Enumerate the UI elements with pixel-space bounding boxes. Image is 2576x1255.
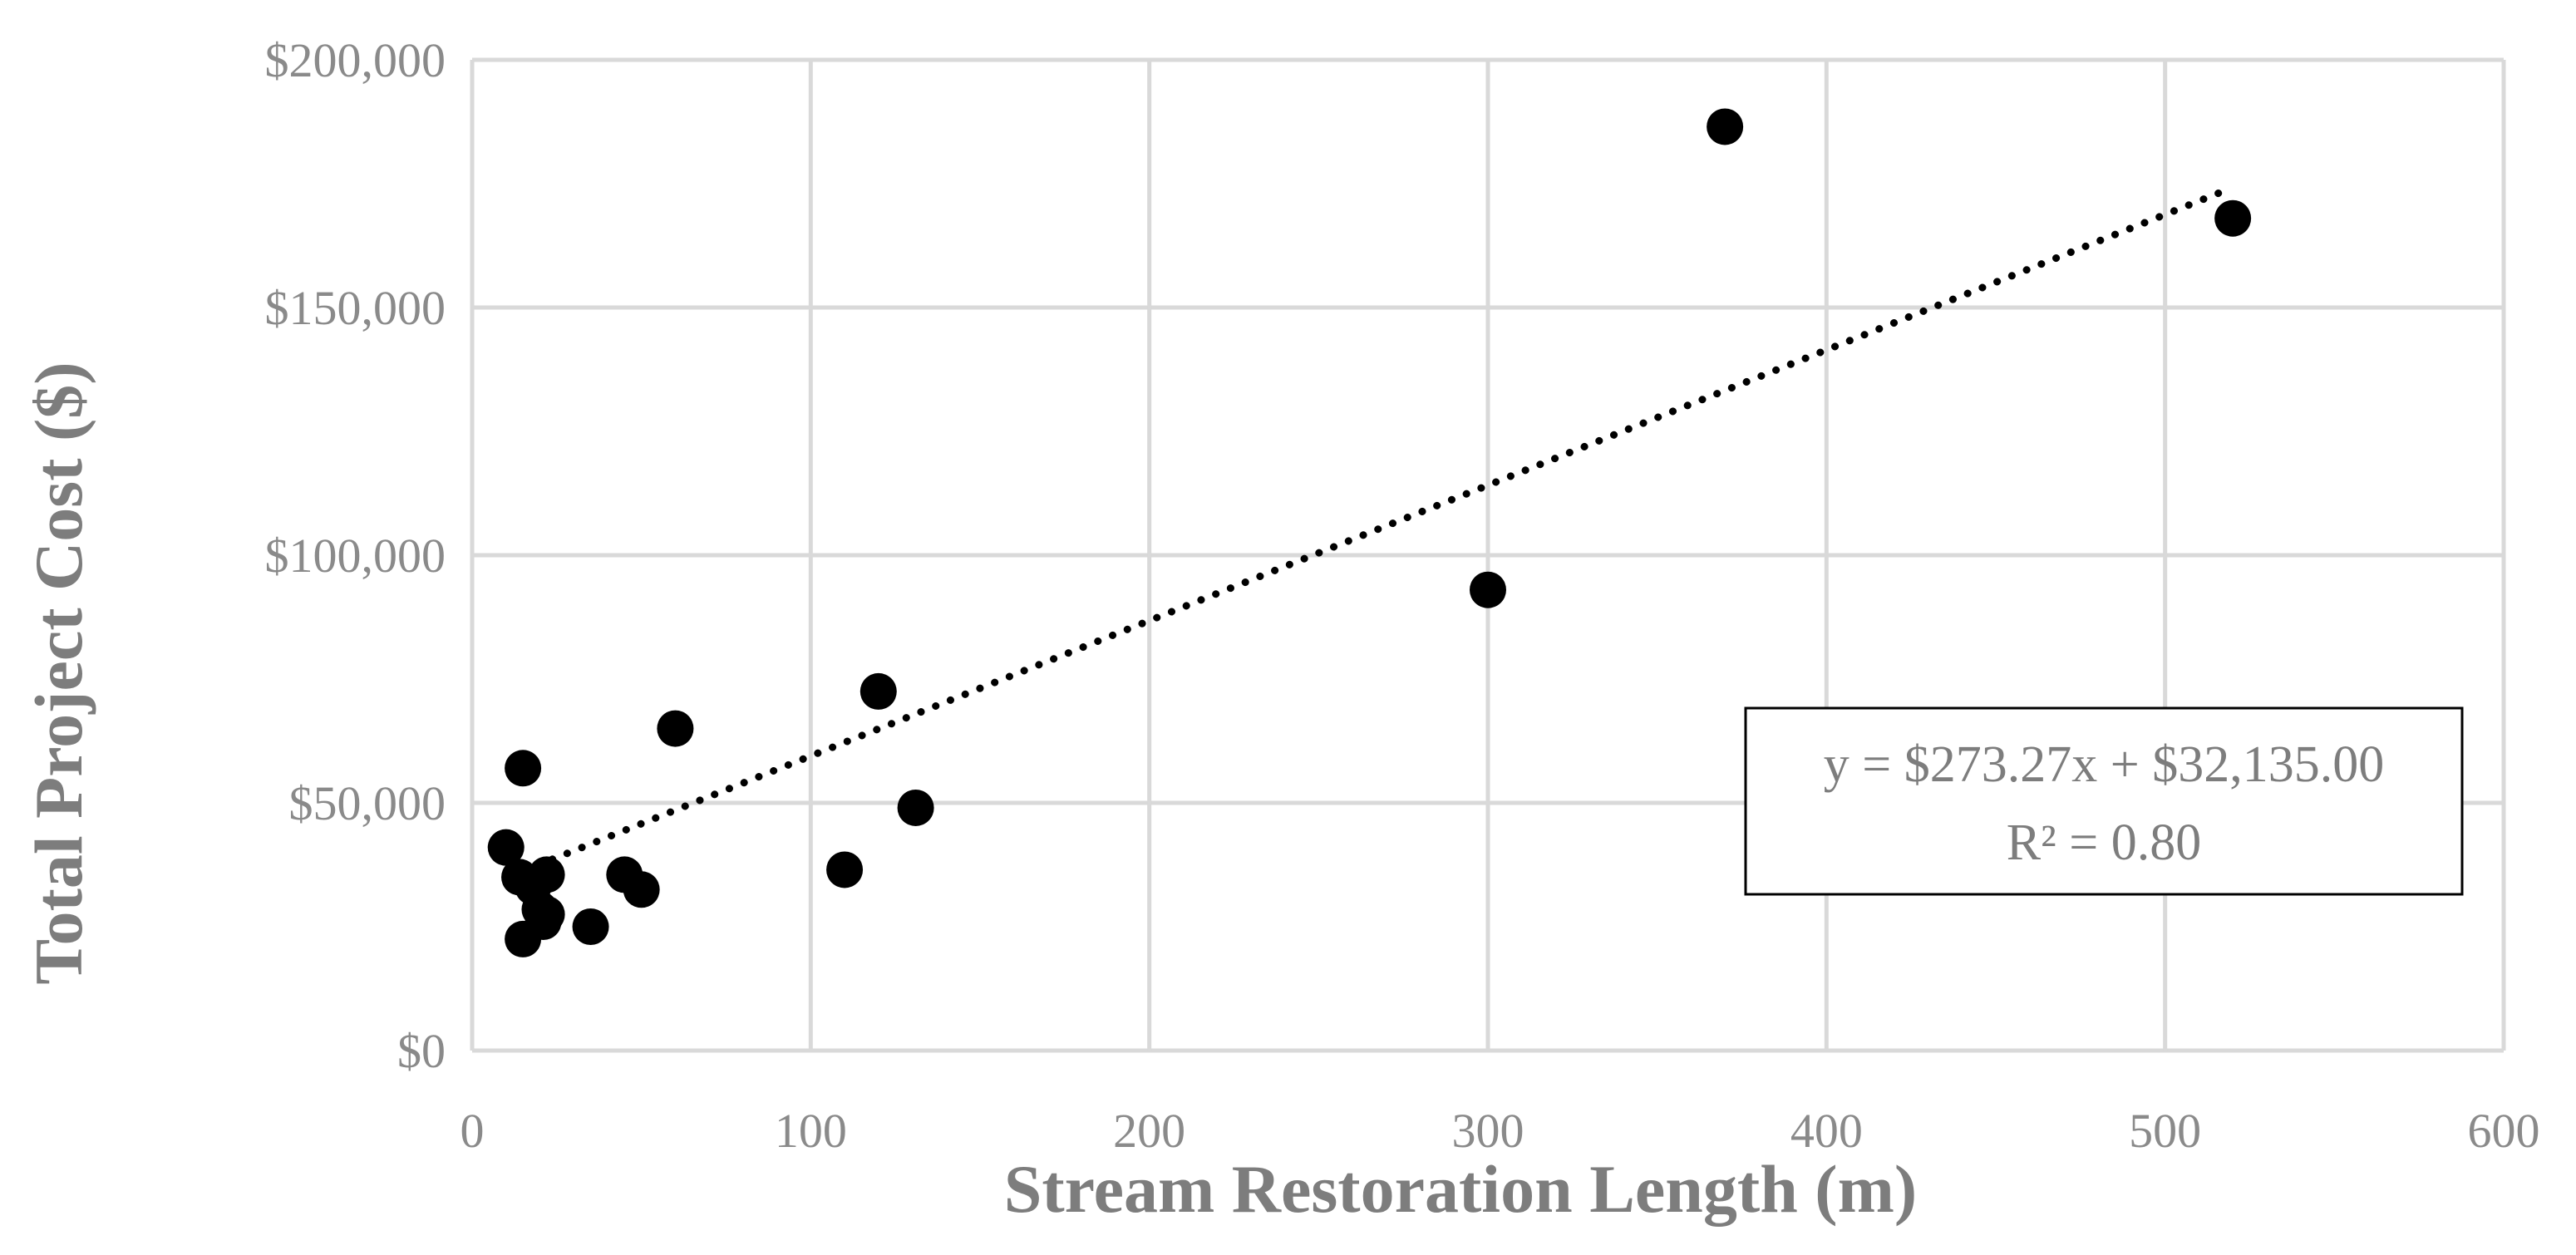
data-point [826, 851, 864, 888]
y-tick-label: $100,000 [265, 529, 446, 583]
data-points [487, 108, 2252, 957]
equation-box-frame [1744, 706, 2464, 896]
data-point [505, 750, 542, 787]
data-point [487, 829, 525, 866]
data-point [1707, 108, 1744, 145]
data-point [623, 871, 660, 908]
x-tick-label: 200 [1113, 1104, 1185, 1158]
y-tick-label: $50,000 [289, 776, 446, 830]
y-tick-label: $0 [397, 1024, 446, 1078]
trendline-r-squared: R² = 0.80 [2007, 815, 2201, 871]
x-tick-label: 0 [461, 1104, 485, 1158]
y-tick-label: $150,000 [265, 281, 446, 335]
x-tick-label: 500 [2129, 1104, 2201, 1158]
trendline-equation-box: y = $273.27x + $32,135.00 R² = 0.80 [1744, 706, 2464, 896]
trendline-equation: y = $273.27x + $32,135.00 [1824, 736, 2384, 793]
y-tick-label: $200,000 [265, 33, 446, 87]
data-point [528, 896, 565, 933]
x-axis-title: Stream Restoration Length (m) [1004, 1151, 1917, 1227]
data-point [1470, 571, 1506, 608]
data-point [528, 856, 565, 893]
trendline-layer [519, 184, 2237, 875]
data-point [897, 789, 934, 826]
data-point [859, 672, 897, 710]
x-tick-label: 600 [2468, 1104, 2540, 1158]
x-tick-label: 100 [775, 1104, 847, 1158]
y-axis-title: Total Project Cost ($) [21, 362, 96, 984]
data-point [572, 908, 609, 945]
x-tick-label: 300 [1452, 1104, 1524, 1158]
trendline [519, 184, 2237, 875]
x-tick-label: 400 [1790, 1104, 1863, 1158]
tick-labels: $0 $50,000 $100,000 $150,000 $200,000 0 100 200… [265, 33, 2540, 1158]
data-point [2214, 199, 2252, 237]
data-point [657, 710, 694, 747]
gridlines [470, 57, 2506, 1053]
